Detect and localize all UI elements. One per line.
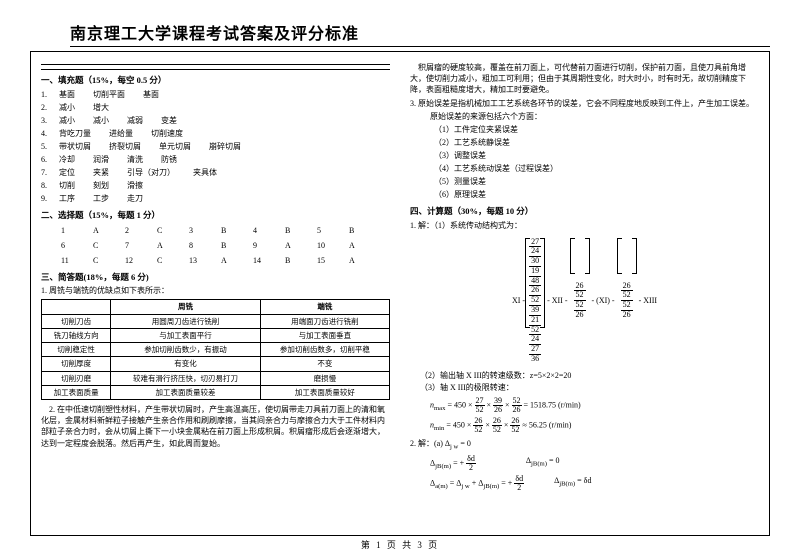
fb-num: 1. (41, 89, 59, 101)
section4-heading: 四、计算题（30%，每题 10 分） (410, 205, 759, 218)
fill-blank-list: 1.基面切削平面基面 2.减小增大 3.减小减小减弱变差 4.背吃刀量进给量切削… (41, 89, 390, 205)
q3-2-text: 2. 在中低速切削塑性材料，产生带状切屑时，产生高温高压，使切屑带走刀具前刀面上… (41, 404, 390, 449)
page-footer: 第 1 页 共 3 页 (30, 538, 770, 551)
section3-heading: 三、简答题(18%，每题 6 分) (41, 271, 390, 284)
section2-heading: 二、选择题（15%，每题 1 分） (41, 209, 390, 222)
nmax-eq: nmax = 450 × 2752 × 3926 × 5226 = 1518.7… (430, 397, 759, 414)
section1-heading: 一、填充题（15%，每空 0.5 分） (41, 74, 390, 87)
q2-line3: Δa(m) = Δj w + ΔjB(m) = + δd2 ΔjB(m) = δ… (430, 475, 759, 492)
frac-stack-2: 26 52 52 26 (574, 282, 586, 320)
calc-line3: （3）轴 X III的极限转速： (420, 382, 759, 394)
calc-line2: （2）输出轴 X III的转速级数：z=5×2×2=20 (420, 370, 759, 382)
q3-intro: 3. 原始误差是指机械加工工艺系统各环节的误差，它会不同程度地反映到工件上，产生… (410, 98, 759, 109)
right-p1: 积屑瘤的硬度较高，覆盖在前刀面上，可代替前刀面进行切削，保护前刀面，且使刀具前角… (410, 62, 759, 96)
right-column: 积屑瘤的硬度较高，覆盖在前刀面上，可代替前刀面进行切削，保护前刀面，且使刀具前角… (400, 52, 769, 535)
comparison-table: 周铣 端铣 切削刀齿用圆周刀齿进行铣削用端面刀齿进行铣削 铣刀轴线方向与加工表面… (41, 299, 390, 400)
mc-list: 1A 2C 3B 4B 5B 6C 7A 8B 9A 10A 11C 12C 1… (61, 225, 390, 267)
nmin-eq: nmin = 450 × 2652 × 2652 × 2652 ≈ 56.25 … (430, 417, 759, 434)
q3-1-intro: 1. 周铣与端铣的优缺点如下表所示： (41, 285, 390, 297)
calc-q2-intro: 2. 解：(a) Δj w = 0 (410, 438, 759, 453)
transmission-equation: XI - 27 24 30 19 48 26 52 39 21 52 24 27… (410, 238, 759, 364)
calc-q1-intro: 1. 解：（1）系统传动结构式为： (410, 220, 759, 232)
q3-line2: 原始误差的来源包括六个方面： (430, 111, 759, 123)
doc-title: 南京理工大学课程考试答案及评分标准 (70, 20, 770, 47)
main-frame: 一、填充题（15%，每空 0.5 分） 1.基面切削平面基面 2.减小增大 3.… (30, 51, 770, 536)
frac-stack-3: 26 52 52 26 (621, 282, 633, 320)
left-column: 一、填充题（15%，每空 0.5 分） 1.基面切削平面基面 2.减小增大 3.… (31, 52, 400, 535)
q2-line2: ΔjB(m) = + δd2 ΔjB(m) = 0 (430, 455, 759, 472)
error-source-list: （1）工件定位夹紧误差 （2）工艺系统静误差 （3）调整误差 （4）工艺系统动误… (434, 124, 759, 201)
